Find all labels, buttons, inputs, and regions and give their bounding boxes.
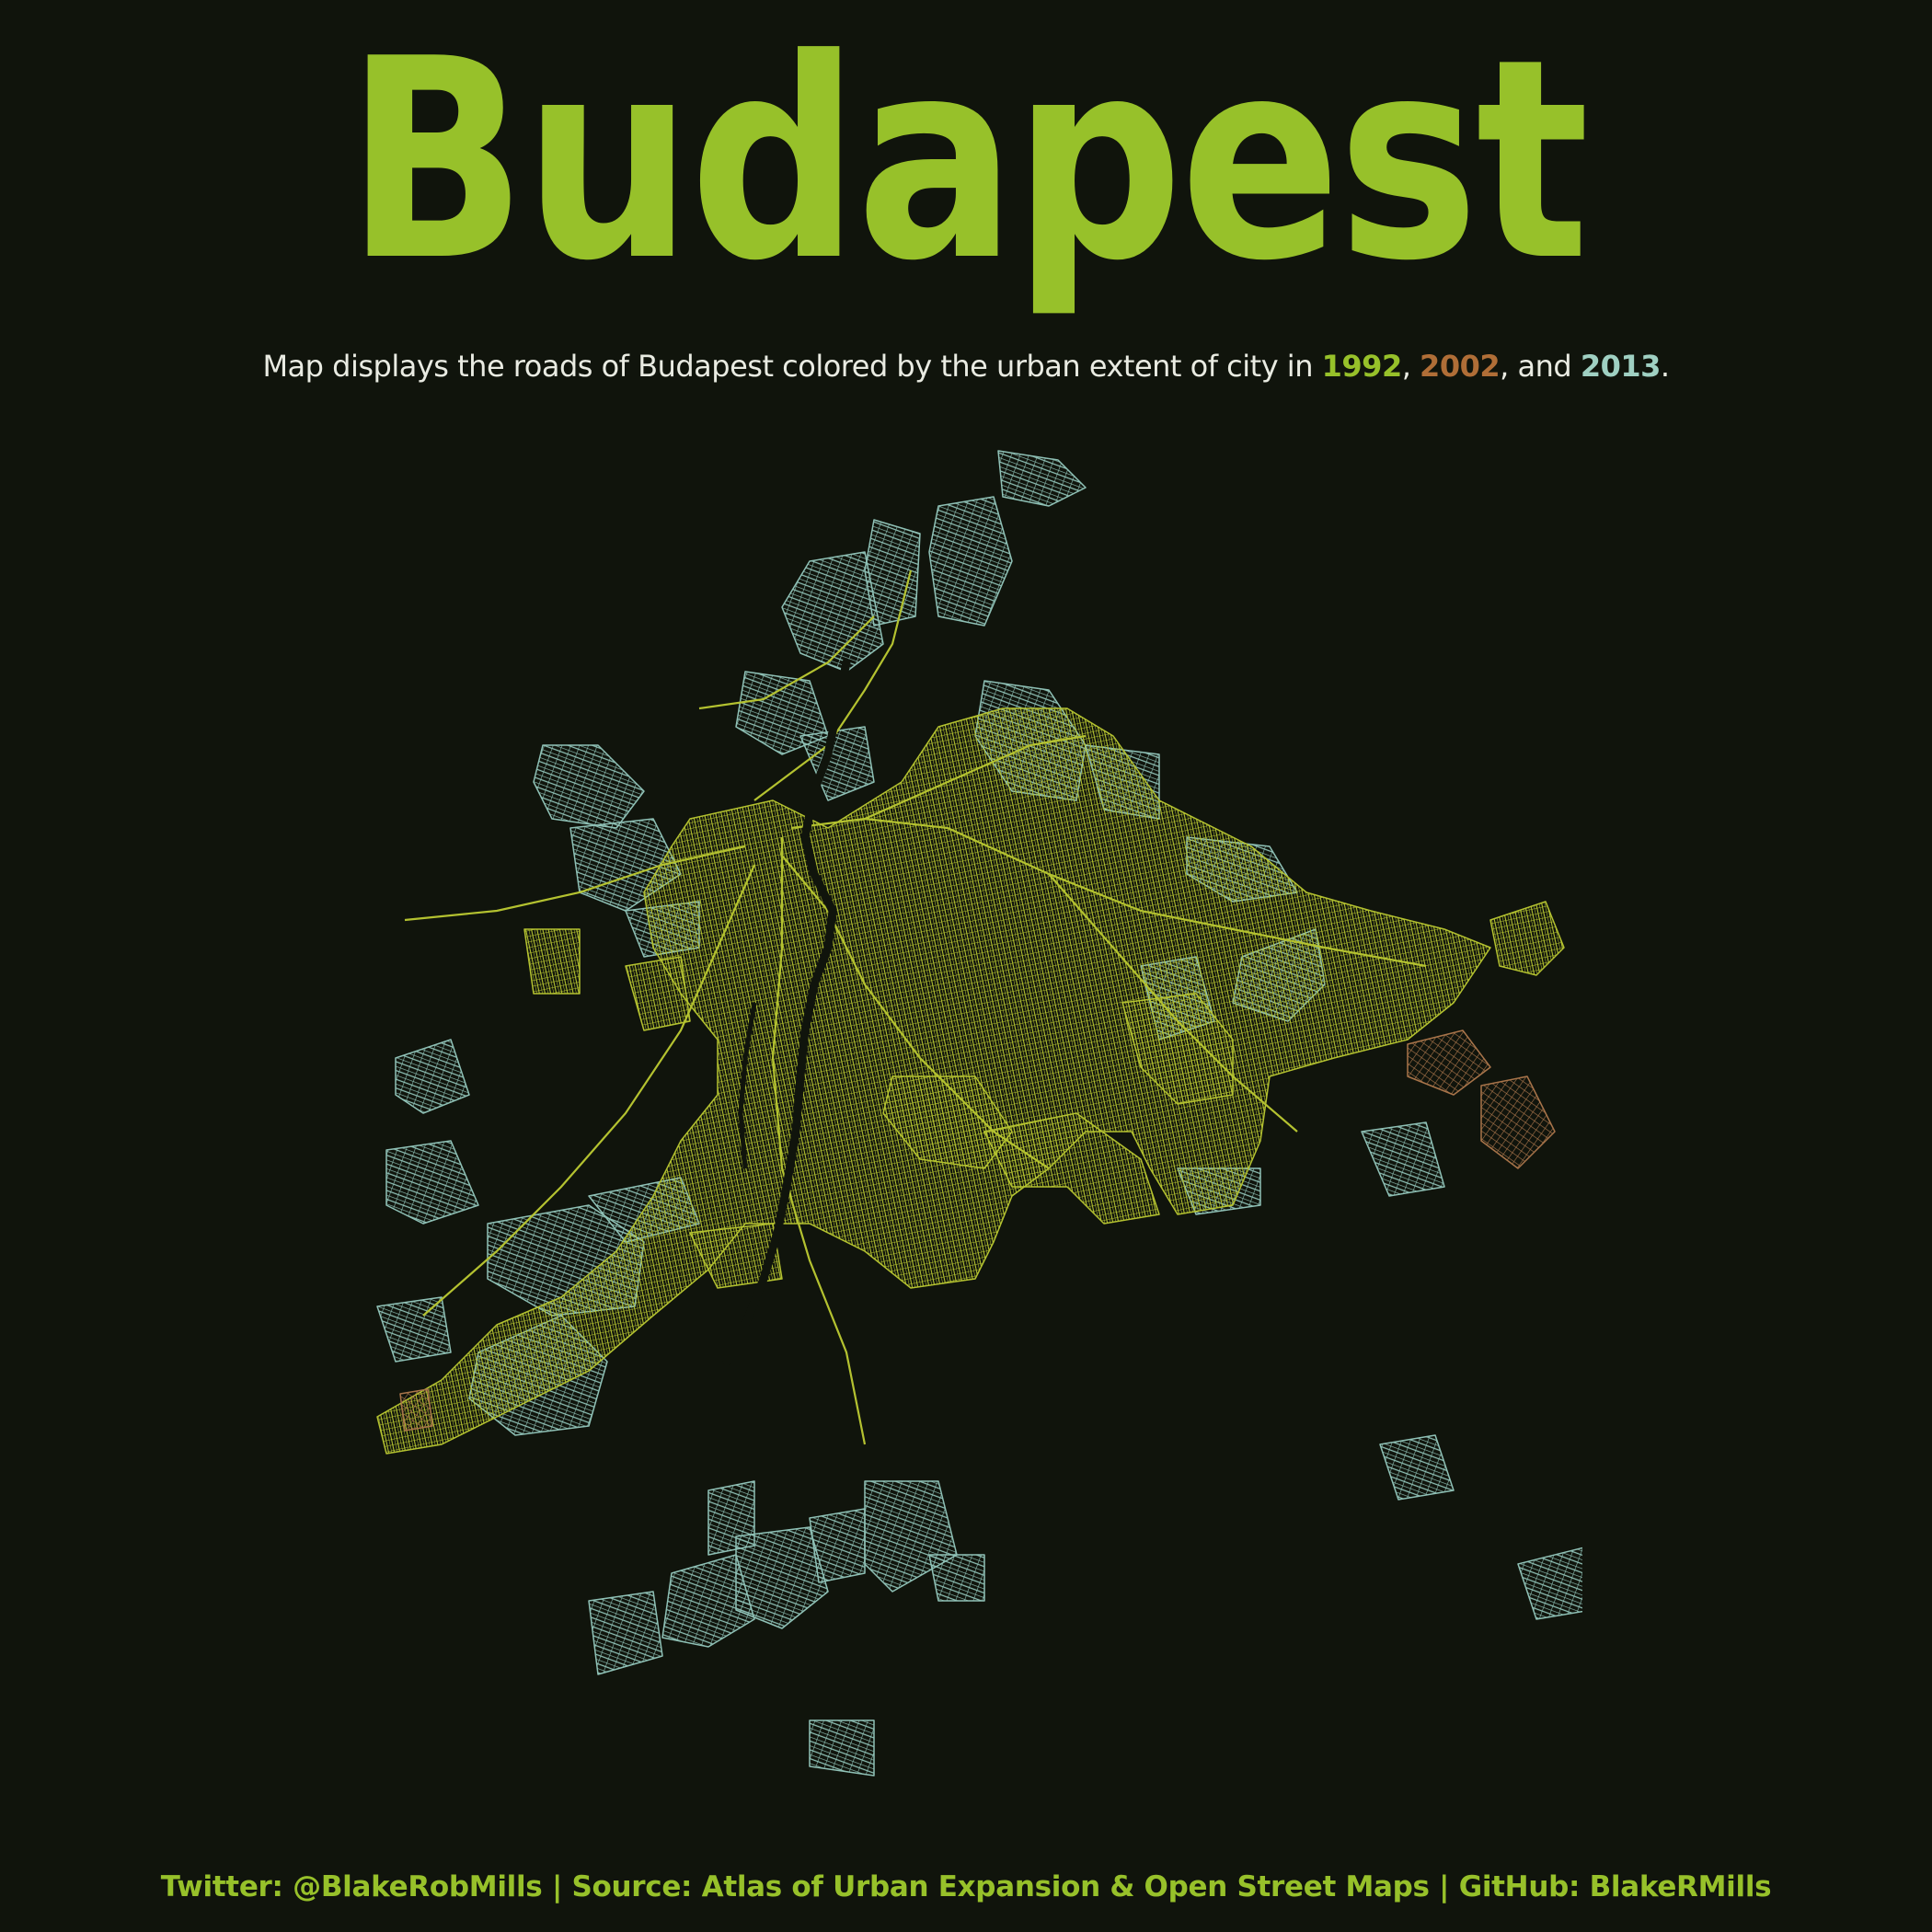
road-area-2013 (376, 1296, 452, 1363)
legend-year-2002: 2002 (1420, 349, 1501, 384)
subtitle-suffix: . (1660, 349, 1670, 384)
road-area-2013 (928, 1554, 985, 1602)
road-area-1992 (523, 928, 581, 995)
road-area-2013 (1379, 1434, 1455, 1501)
road-area-2013 (395, 1039, 470, 1114)
road-area-2013 (735, 1526, 829, 1629)
road-area-1992 (689, 1223, 783, 1289)
road-area-2013 (809, 1719, 875, 1777)
road-area-2013 (533, 744, 645, 829)
road-area-2013 (1517, 1547, 1582, 1620)
major-road (1048, 873, 1298, 1133)
road-area-2013 (997, 450, 1087, 507)
road-area-1992 (1121, 993, 1234, 1105)
danube-river (722, 658, 851, 1366)
road-area-1992 (1489, 901, 1565, 976)
road-area-1992 (882, 1075, 1013, 1169)
subtitle-prefix: Map displays the roads of Budapest color… (262, 349, 1322, 384)
road-area-2002 (399, 1388, 433, 1432)
subtitle-separator: , and (1500, 349, 1581, 384)
major-road (781, 855, 1050, 1169)
legend-year-2013: 2013 (1580, 349, 1662, 384)
road-map (376, 450, 1582, 1777)
road-area-2013 (385, 1140, 479, 1225)
csepel-channel (738, 1002, 757, 1169)
road-area-1992 (625, 956, 691, 1031)
major-road (404, 845, 746, 922)
major-road (790, 817, 1427, 968)
major-road (771, 837, 867, 1445)
map-title: Budapest (345, 0, 1590, 321)
major-road (698, 615, 875, 710)
road-area-2002 (1480, 1075, 1556, 1169)
major-road (864, 734, 1087, 821)
map-subtitle: Map displays the roads of Budapest color… (0, 346, 1932, 386)
map-footer-credits: Twitter: @BlakeRobMills | Source: Atlas … (160, 1870, 1772, 1903)
major-roads (404, 569, 1427, 1445)
roads-2002-layer (399, 1029, 1556, 1432)
legend-year-1992: 1992 (1321, 349, 1403, 384)
major-road (422, 864, 756, 1317)
road-area-2013 (588, 1591, 663, 1675)
road-area-2013 (661, 1554, 755, 1648)
roads-1992-layer (376, 707, 1565, 1455)
road-area-1992 (983, 1112, 1160, 1225)
road-area-2013 (928, 496, 1013, 627)
road-area-2013 (1361, 1121, 1445, 1197)
subtitle-separator: , (1401, 349, 1420, 384)
road-area-2013 (781, 551, 884, 673)
major-road (753, 569, 913, 801)
road-area-2002 (1407, 1029, 1491, 1096)
road-area-2013 (809, 1508, 866, 1583)
